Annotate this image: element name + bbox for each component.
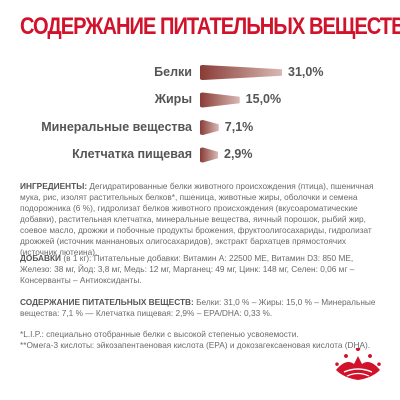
bar-category-label: Клетчатка пищевая <box>72 147 192 161</box>
ingredients-block: ИНГРЕДИЕНТЫ: Дегидратированные белки жив… <box>20 181 382 258</box>
bar-0 <box>200 65 282 80</box>
additives-label: ДОБАВКИ <box>20 253 62 263</box>
bar-value-label: 2,9% <box>224 147 253 161</box>
ingredients-text: Дегидратированные белки животного происх… <box>20 181 374 257</box>
bar-chart-svg <box>200 65 282 163</box>
bar-category-label: Белки <box>154 64 192 79</box>
bar-category-label: Жиры <box>154 92 192 106</box>
footnote-lip: *L.I.P.: специально отобранные белки с в… <box>20 329 299 339</box>
nutrient-bar-chart: Белки 31,0% Жиры 15,0% Минеральные вещества 7… <box>0 55 400 175</box>
bar-value-label: 31,0% <box>288 64 324 79</box>
bar-value-label: 7,1% <box>224 119 254 134</box>
nutrients-label: СОДЕРЖАНИЕ ПИТАТЕЛЬНЫХ ВЕЩЕСТВ: <box>20 297 194 307</box>
bar-value-label: 15,0% <box>245 92 282 106</box>
bar-category-label: Минеральные вещества <box>41 119 192 134</box>
additives-block: ДОБАВКИ (в 1 кг): Питательные добавки: В… <box>20 253 382 286</box>
footnote-omega: **Омега-3 кислоты: эйкозапентаеновая кис… <box>20 340 371 350</box>
page-title: СОДЕРЖАНИЕ ПИТАТЕЛЬНЫХ ВЕЩЕСТВ <box>20 13 400 40</box>
bar-3 <box>200 147 218 163</box>
bar-1 <box>200 92 240 108</box>
nutrients-block: СОДЕРЖАНИЕ ПИТАТЕЛЬНЫХ ВЕЩЕСТВ: Белки: 3… <box>20 297 382 319</box>
additives-text: (в 1 кг): Питательные добавки: Витамин A… <box>20 253 355 285</box>
nutrients-text: Белки: 31,0 % – Жиры: 15,0 % – Минеральн… <box>20 297 376 318</box>
bar-2 <box>200 120 219 135</box>
ingredients-label: ИНГРЕДИЕНТЫ: <box>20 181 88 191</box>
royal-canin-crown-logo <box>335 348 381 380</box>
